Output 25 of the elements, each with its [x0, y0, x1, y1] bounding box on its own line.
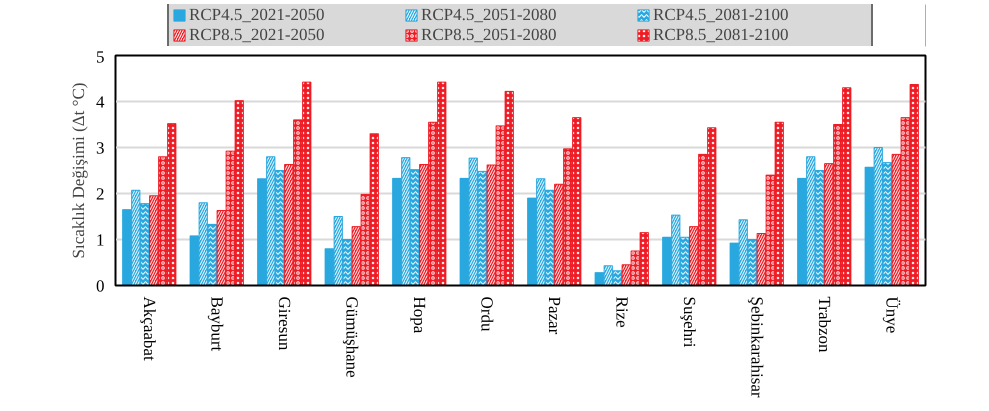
- y-tick-label: 5: [96, 48, 104, 66]
- x-tick-label: Suşehri: [680, 296, 699, 348]
- y-tick-label: 4: [96, 92, 105, 112]
- y-axis-title: Sıcaklık Değişimi (Δt °C): [69, 82, 88, 258]
- x-tick-label: Gümüşhane: [342, 296, 362, 378]
- x-tick-label: Pazar: [544, 296, 564, 335]
- x-tick-label: Rize: [612, 296, 632, 328]
- y-tick-label: 3: [96, 138, 104, 158]
- legend-label: RCP8.5_2051-2080: [421, 25, 558, 45]
- y-tick-label: 0: [96, 276, 104, 296]
- x-tick-label: Şebinkarahisar: [747, 296, 766, 398]
- y-tick-label: 1: [96, 230, 104, 250]
- legend-label: RCP8.5_2021-2050: [189, 25, 326, 45]
- x-tick-label: Ordu: [477, 296, 496, 332]
- x-tick-label: Ünye: [882, 296, 902, 334]
- x-tick-label: Trabzon: [814, 296, 834, 354]
- y-tick-label: 2: [96, 184, 104, 204]
- legend-label: RCP4.5_2051-2080: [421, 5, 558, 25]
- x-tick-label: Akçaabat: [140, 296, 159, 361]
- x-tick-label: Bayburt: [207, 296, 226, 352]
- x-tick-label: Hopa: [410, 296, 429, 334]
- legend-label: RCP4.5_2021-2050: [189, 5, 326, 25]
- legend-label: RCP4.5_2081-2100: [653, 5, 790, 25]
- legend-label: RCP8.5_2081-2100: [653, 25, 790, 45]
- x-tick-label: Giresun: [274, 296, 294, 351]
